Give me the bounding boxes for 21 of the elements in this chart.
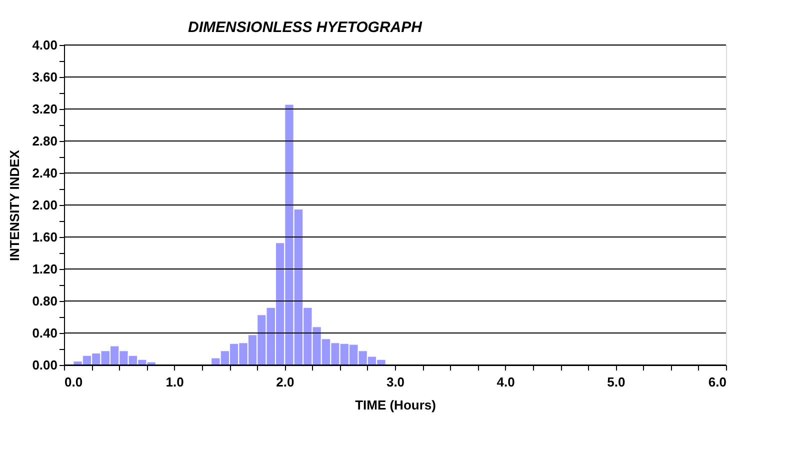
y-tick-label: 3.60 xyxy=(32,70,58,84)
y-tick-label: 2.40 xyxy=(32,166,58,180)
chart-title: DIMENSIONLESS HYETOGRAPH xyxy=(188,19,424,36)
x-tick-label: 5.0 xyxy=(607,374,626,390)
y-tick-label: 4.00 xyxy=(32,38,58,52)
y-tick-label: 2.80 xyxy=(32,134,58,148)
x-axis-title: TIME (Hours) xyxy=(355,398,436,412)
x-tick-label: 3.0 xyxy=(386,374,405,390)
y-tick-label: 1.20 xyxy=(32,262,58,276)
y-tick-label: 1.60 xyxy=(32,230,58,244)
y-tick-label: 0.00 xyxy=(32,358,58,372)
y-tick-label: 0.80 xyxy=(32,294,58,308)
x-tick-label: 2.0 xyxy=(276,374,294,390)
x-tick-label: 1.0 xyxy=(166,374,184,390)
y-tick-label: 3.20 xyxy=(32,102,58,116)
x-tick-label: 0.0 xyxy=(64,374,83,390)
y-tick-label: 0.40 xyxy=(32,326,58,340)
y-tick-label: 2.00 xyxy=(32,198,58,212)
y-axis-title: INTENSITY INDEX xyxy=(7,150,22,262)
x-tick-label: 4.0 xyxy=(496,374,515,390)
x-tick-label: 6.0 xyxy=(708,374,726,390)
